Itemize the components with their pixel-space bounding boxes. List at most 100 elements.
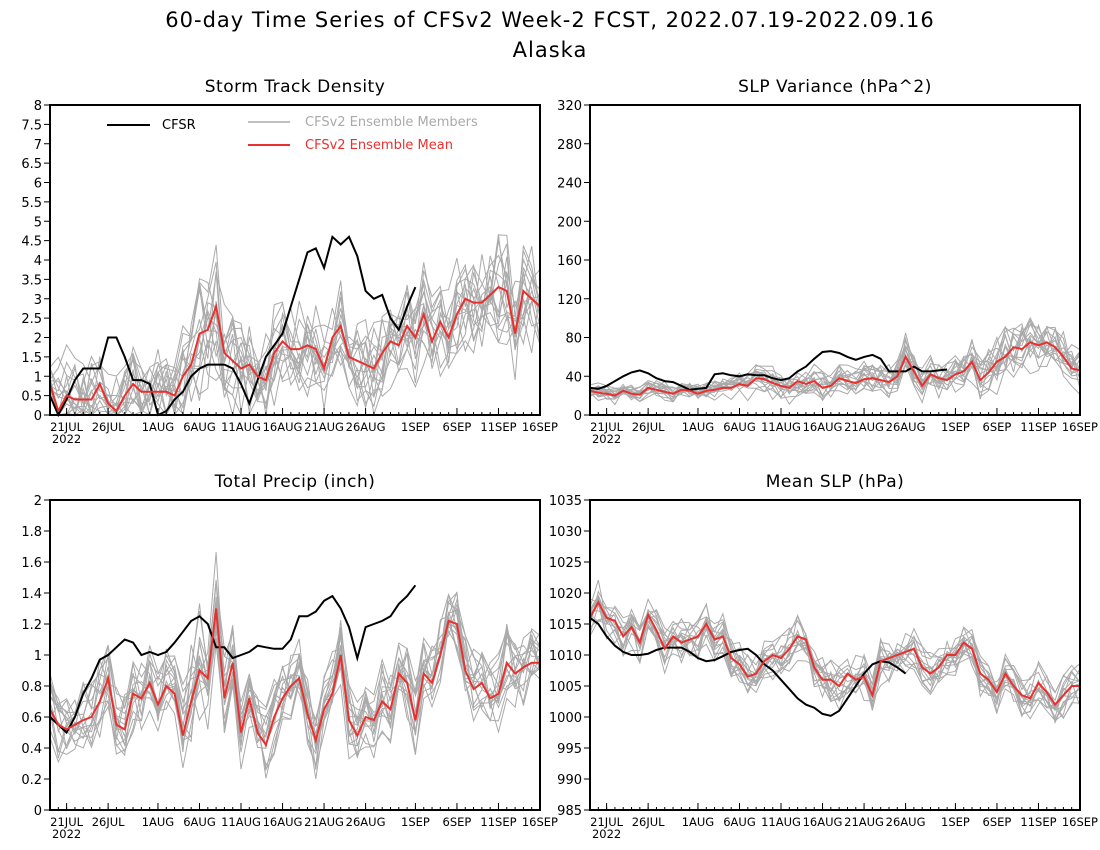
series-cfsr <box>589 616 907 717</box>
series-cfsv2-ensemble-mean <box>49 285 541 414</box>
y-tick-label: 0 <box>34 409 42 424</box>
y-tick-label: 0.2 <box>21 773 42 788</box>
x-tick-label: 21AUG <box>304 815 344 829</box>
figure-subtitle: Alaska <box>512 38 588 62</box>
series-cfsv2-ensemble-mean <box>49 608 540 748</box>
ensemble-member-line <box>49 261 541 416</box>
legend-members-label: CFSv2 Ensemble Members <box>305 115 478 130</box>
x-year-label: 2022 <box>52 827 81 841</box>
y-tick-label: 5.5 <box>21 196 42 211</box>
x-tick-label: 11SEP <box>1020 420 1056 434</box>
y-tick-label: 4 <box>34 254 42 269</box>
x-tick-label: 21AUG <box>844 815 884 829</box>
x-tick-label: 21JUL <box>50 815 83 829</box>
ensemble-member-line <box>589 604 1081 721</box>
panel-total-precip: Total Precip (inch) 0 0.2 0.4 0.6 0.8 1 1.2 1.4 1… <box>21 472 558 841</box>
series-cfsv2-ensemble-mean <box>589 341 1081 397</box>
x-tick-label: 16SEP <box>1062 420 1098 434</box>
ensemble-members <box>589 579 1081 725</box>
y-tick-label: 120 <box>557 293 582 308</box>
ensemble-member-line <box>589 331 1081 402</box>
x-tick-label: 1SEP <box>401 815 430 829</box>
x-tick-label: 1AUG <box>682 420 715 434</box>
panel-slp-variance: SLP Variance (hPa^2) 0 40 80 120 160 200 240 280… <box>557 77 1098 446</box>
x-tick-label: 26JUL <box>92 815 125 829</box>
x-tick-label: 11AUG <box>761 815 801 829</box>
ensemble-member-line <box>49 287 541 417</box>
legend: CFSR CFSv2 Ensemble Members CFSv2 Ensemble… <box>107 115 478 153</box>
y-tick-label: 0 <box>34 804 42 819</box>
x-tick-label: 26AUG <box>346 420 386 434</box>
ensemble-member-line <box>589 319 1081 399</box>
series-cfsr <box>49 584 417 735</box>
x-year-label: 2022 <box>592 432 621 446</box>
y-tick-label: 1025 <box>549 556 582 571</box>
x-tick-label: 26AUG <box>886 420 926 434</box>
y-tick-label: 4.5 <box>21 235 42 250</box>
ensemble-member-line <box>49 591 541 726</box>
x-tick-label: 21JUL <box>50 420 83 434</box>
ensemble-member-line <box>589 324 1081 398</box>
y-tick-label: 0.4 <box>21 742 42 757</box>
x-tick-label: 11SEP <box>480 815 516 829</box>
ensemble-member-line <box>49 552 541 744</box>
ensemble-member-line <box>49 607 541 771</box>
y-tick-label: 985 <box>557 804 582 819</box>
panel-title: SLP Variance (hPa^2) <box>738 77 932 97</box>
y-tick-label: 1030 <box>549 525 582 540</box>
y-tick-label: 1.8 <box>21 525 42 540</box>
panel-storm-track-density: Storm Track Density 0 0.5 1 1.5 2 2.5 3 3.5 4 4.5 5… <box>21 77 558 446</box>
y-tick-label: 1020 <box>549 587 582 602</box>
ensemble-member-line <box>589 595 1081 712</box>
y-tick-label: 6.5 <box>21 157 42 172</box>
x-tick-label: 11SEP <box>480 420 516 434</box>
x-tick-label: 26JUL <box>92 420 125 434</box>
y-tick-label: 160 <box>557 254 582 269</box>
y-tick-label: 7.5 <box>21 118 42 133</box>
x-tick-label: 11AUG <box>221 815 261 829</box>
y-tick-label: 1.6 <box>21 556 42 571</box>
ensemble-member-line <box>589 350 1081 406</box>
ensemble-member-line <box>589 322 1081 398</box>
y-tick-label: 1 <box>34 649 42 664</box>
x-tick-label: 1SEP <box>941 815 970 829</box>
panel-mean-slp: Mean SLP (hPa) 985 990 995 1000 1005 1010 1015 1… <box>549 472 1098 841</box>
y-tick-label: 7 <box>34 138 42 153</box>
series-cfsv2-ensemble-mean <box>589 600 1080 707</box>
y-tick-label: 1000 <box>549 711 582 726</box>
y-tick-label: 5 <box>34 215 42 230</box>
y-tick-label: 990 <box>557 773 582 788</box>
x-tick-label: 1SEP <box>941 420 970 434</box>
x-tick-label: 6SEP <box>443 815 472 829</box>
x-tick-label: 6AUG <box>183 815 216 829</box>
x-tick-label: 6SEP <box>983 420 1012 434</box>
y-tick-label: 2 <box>34 332 42 347</box>
x-year-label: 2022 <box>52 432 81 446</box>
y-tick-label: 320 <box>557 99 582 114</box>
x-tick-label: 6AUG <box>723 815 756 829</box>
x-tick-label: 21JUL <box>590 815 623 829</box>
y-tick-label: 280 <box>557 138 582 153</box>
x-tick-label: 26AUG <box>346 815 386 829</box>
y-tick-label: 1015 <box>549 618 582 633</box>
x-tick-label: 1AUG <box>142 420 175 434</box>
x-tick-label: 11AUG <box>221 420 261 434</box>
ensemble-members <box>49 234 541 417</box>
y-tick-label: 3.5 <box>21 273 42 288</box>
x-tick-label: 1AUG <box>142 815 175 829</box>
panel-title: Total Precip (inch) <box>214 472 376 492</box>
y-tick-label: 6 <box>34 177 42 192</box>
y-tick-label: 1010 <box>549 649 582 664</box>
y-tick-label: 2 <box>34 494 42 509</box>
figure-title: 60-day Time Series of CFSv2 Week-2 FCST,… <box>165 8 935 32</box>
y-tick-label: 2.5 <box>21 312 42 327</box>
panel-title: Storm Track Density <box>205 77 386 97</box>
ensemble-member-line <box>589 608 1081 722</box>
series-cfsr <box>589 350 948 391</box>
x-tick-label: 16AUG <box>263 815 303 829</box>
x-tick-label: 11AUG <box>761 420 801 434</box>
y-tick-label: 240 <box>557 177 582 192</box>
x-tick-label: 26JUL <box>632 815 665 829</box>
y-tick-label: 1.2 <box>21 618 42 633</box>
